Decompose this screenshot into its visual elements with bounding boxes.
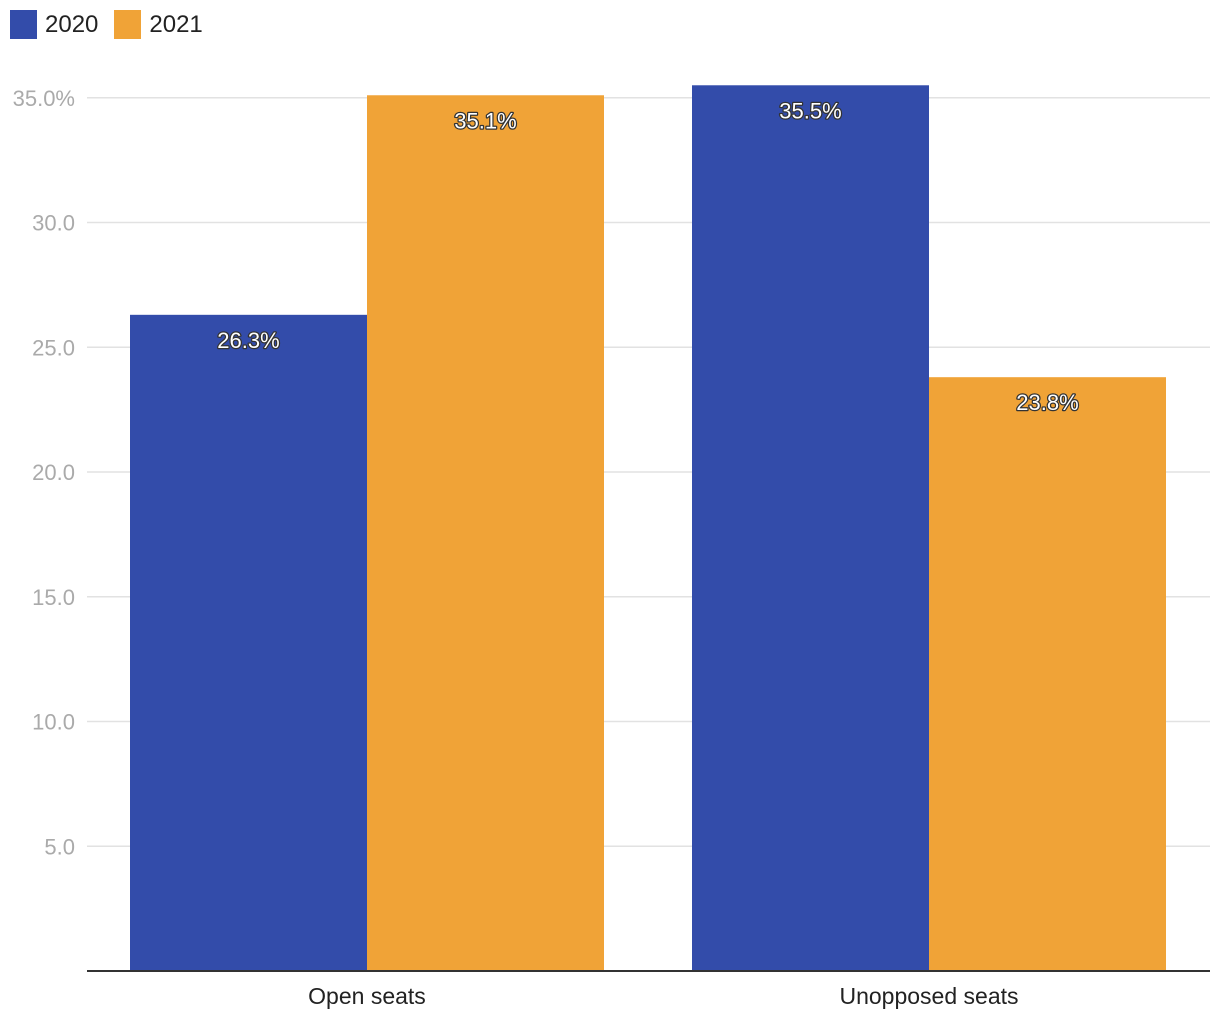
data-label: 23.8% xyxy=(1016,390,1078,415)
bar-2020-open-seats[interactable] xyxy=(130,314,367,971)
bar-2020-unopposed-seats[interactable] xyxy=(692,85,929,971)
legend-swatch-2021 xyxy=(114,10,142,39)
y-axis-ticks: 5.0 10.0 15.0 20.0 25.0 30.0 35.0% xyxy=(13,86,75,860)
data-labels: 26.3% 35.5% 35.1% 23.8% xyxy=(216,97,1080,416)
y-tick-label: 35.0% xyxy=(13,86,75,111)
x-axis-ticks: Open seats Unopposed seats xyxy=(308,983,1018,1009)
y-tick-label: 10.0 xyxy=(32,710,75,735)
legend-item-2020[interactable]: 2020 xyxy=(10,10,98,39)
y-tick-label: 25.0 xyxy=(32,335,75,360)
data-label: 35.5% xyxy=(779,98,841,123)
data-label: 35.1% xyxy=(454,108,516,133)
y-tick-label: 5.0 xyxy=(44,834,75,859)
legend-label-2021: 2021 xyxy=(149,10,203,38)
legend: 2020 2021 xyxy=(10,10,203,39)
data-label: 26.3% xyxy=(217,328,279,353)
legend-item-2021[interactable]: 2021 xyxy=(114,10,203,39)
bar-2021-unopposed-seats[interactable] xyxy=(929,377,1166,971)
y-tick-label: 15.0 xyxy=(32,585,75,610)
x-tick-label: Unopposed seats xyxy=(839,983,1018,1009)
y-tick-label: 30.0 xyxy=(32,211,75,236)
bars xyxy=(130,85,1166,971)
legend-label-2020: 2020 xyxy=(45,10,99,38)
bar-2021-open-seats[interactable] xyxy=(367,95,604,971)
y-tick-label: 20.0 xyxy=(32,460,75,485)
legend-swatch-2020 xyxy=(10,10,37,39)
x-tick-label: Open seats xyxy=(308,983,426,1009)
